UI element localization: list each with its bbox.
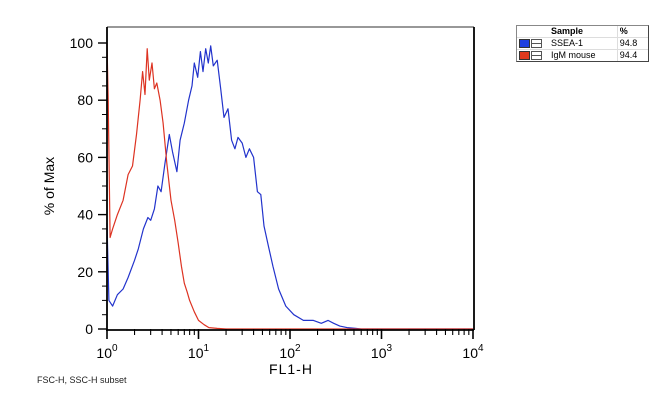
y-tick-label: 60 [77,149,93,165]
swatch-icon-blue [519,39,530,49]
plot-frame [107,26,475,330]
legend-row: IgM mouse 94.4 [517,49,648,61]
y-axis-label: % of Max [41,157,57,215]
y-tick-label: 20 [77,264,93,280]
axes [106,27,474,331]
x-tick-label: 100 [96,343,118,361]
y-axis-ticks: 0 20 40 60 80 100 [70,35,107,337]
legend-percent: 94.4 [616,49,648,61]
x-axis-ticks: 100 101 102 103 104 [96,329,484,361]
x-tick-label: 104 [462,343,484,361]
legend-header-sample: Sample [551,26,584,36]
y-tick-label: 80 [77,92,93,108]
legend-row: SSEA-1 94.8 [517,37,648,50]
x-tick-label: 103 [371,343,393,361]
legend-label: SSEA-1 [551,38,584,48]
legend: Sample % SSEA-1 94.8 IgM mouse 94.4 [516,25,649,62]
series-line-igm-mouse [106,42,473,330]
line-style-icon [531,39,542,49]
x-axis-label: FL1-H [269,361,313,377]
y-tick-label: 40 [77,207,93,223]
line-style-icon [531,51,542,61]
legend-percent: 94.8 [616,37,648,50]
legend-label: IgM mouse [551,50,596,60]
legend-header: Sample % [517,26,648,38]
legend-header-percent: % [616,26,648,38]
series-line-ssea-1 [106,45,473,330]
x-tick-label: 101 [188,343,210,361]
x-tick-label: 102 [279,343,301,361]
y-tick-label: 0 [85,321,93,337]
y-tick-label: 100 [70,35,94,51]
gating-subset-label: FSC-H, SSC-H subset [37,375,127,385]
swatch-icon-red [519,51,530,61]
series-layer [106,42,473,330]
